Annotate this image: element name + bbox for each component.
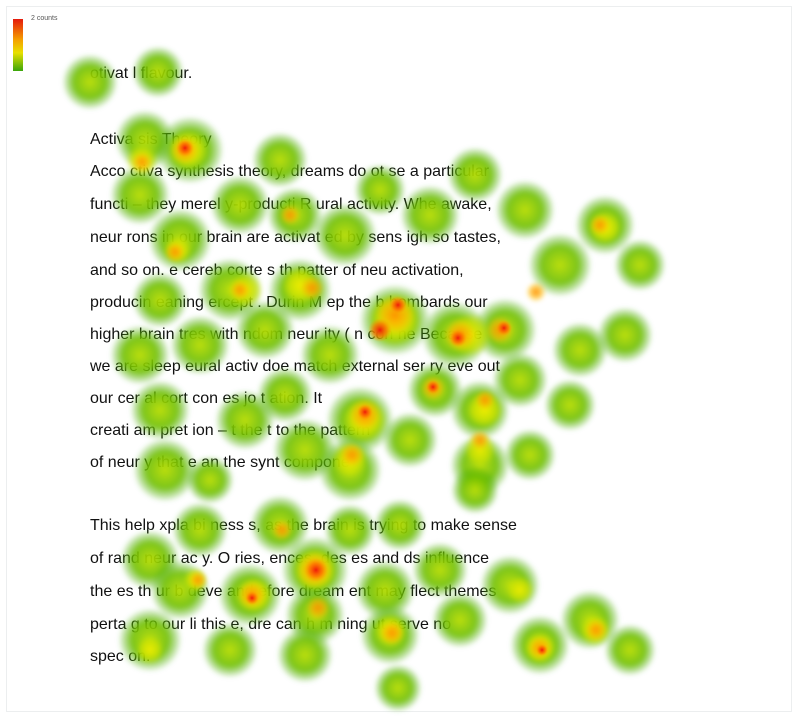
text-line: This help xpla bi ness s, as the brain i…	[90, 517, 517, 534]
legend-gradient-bar	[13, 19, 23, 71]
text-line: and so on. e cereb corte s th patter of …	[90, 262, 464, 279]
text-line: our cer al cort con es jo t ation. It	[90, 390, 323, 407]
text-line: of rand neur ac y. O ries, ences, des es…	[90, 550, 490, 567]
text-line: Activa sis Theory	[90, 131, 212, 148]
text-line: neur rons in our brain are activat ed by…	[90, 229, 501, 246]
text-line: the es th ur b deve and efore dream ent …	[90, 583, 497, 600]
text-line: higher brain tres with ndom neur ity ( n…	[90, 326, 483, 343]
text-line: perta g to our li this e, dre can h m ni…	[90, 616, 452, 633]
text-line: creati am pret ion – t the t to the patt…	[90, 422, 371, 439]
text-line: we are sleep eural activ doe match exter…	[90, 358, 500, 375]
text-line: of neur y that e an the synt compone	[90, 454, 350, 471]
text-line: spec on.	[90, 648, 151, 665]
text-line: producin eaning ercept . Durin M ep the …	[90, 294, 488, 311]
text-line: functi – they merel y-producti R ural ac…	[90, 196, 492, 213]
text-line: otivat l flavour.	[90, 65, 193, 82]
legend-label: 2 counts	[31, 15, 58, 22]
text-line: Acco ctiva synthesis theory, dreams do o…	[90, 163, 489, 180]
heatmap-legend: 2 counts	[13, 15, 57, 71]
